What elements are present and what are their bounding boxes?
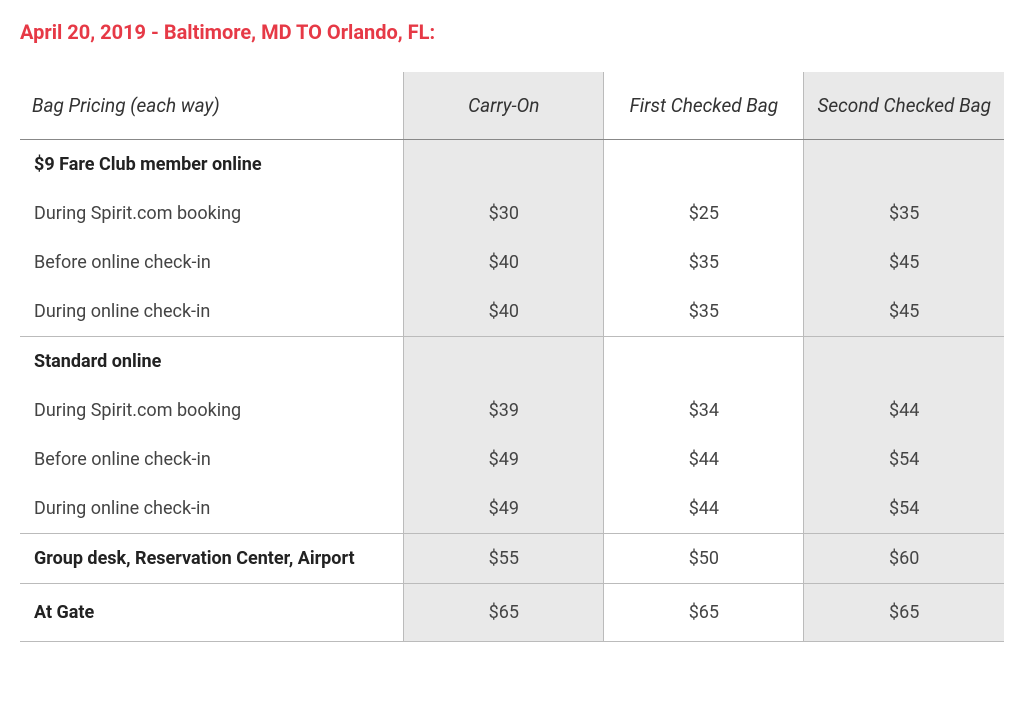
row-label: Before online check-in xyxy=(20,238,404,287)
price-cell: $45 xyxy=(804,238,1004,287)
price-cell: $54 xyxy=(804,435,1004,484)
table-row: During online check-in$40$35$45 xyxy=(20,287,1004,337)
row-label: During online check-in xyxy=(20,287,404,337)
price-cell xyxy=(404,140,604,190)
table-row: Group desk, Reservation Center, Airport$… xyxy=(20,534,1004,584)
price-cell: $49 xyxy=(404,435,604,484)
price-cell: $65 xyxy=(404,584,604,642)
col-header-second-checked: Second Checked Bag xyxy=(804,72,1004,140)
price-cell xyxy=(604,140,804,190)
row-label: At Gate xyxy=(20,584,404,642)
table-row: Standard online xyxy=(20,337,1004,387)
row-label: During Spirit.com booking xyxy=(20,189,404,238)
price-cell: $54 xyxy=(804,484,1004,534)
price-cell: $60 xyxy=(804,534,1004,584)
price-cell: $65 xyxy=(804,584,1004,642)
price-cell: $35 xyxy=(804,189,1004,238)
price-cell: $50 xyxy=(604,534,804,584)
table-row: Before online check-in$49$44$54 xyxy=(20,435,1004,484)
price-cell: $65 xyxy=(604,584,804,642)
price-cell: $45 xyxy=(804,287,1004,337)
col-header-carryon: Carry-On xyxy=(404,72,604,140)
table-row: At Gate$65$65$65 xyxy=(20,584,1004,642)
table-row: During Spirit.com booking$39$34$44 xyxy=(20,386,1004,435)
bag-pricing-table: Bag Pricing (each way) Carry-On First Ch… xyxy=(20,72,1004,642)
price-cell: $44 xyxy=(604,484,804,534)
row-label: $9 Fare Club member online xyxy=(20,140,404,190)
price-cell: $55 xyxy=(404,534,604,584)
price-cell: $30 xyxy=(404,189,604,238)
table-row: $9 Fare Club member online xyxy=(20,140,1004,190)
price-cell: $35 xyxy=(604,238,804,287)
col-header-label: Bag Pricing (each way) xyxy=(20,72,404,140)
price-cell: $44 xyxy=(604,435,804,484)
price-cell: $25 xyxy=(604,189,804,238)
price-cell: $40 xyxy=(404,238,604,287)
price-cell xyxy=(604,337,804,387)
table-row: Before online check-in$40$35$45 xyxy=(20,238,1004,287)
row-label: During online check-in xyxy=(20,484,404,534)
price-cell xyxy=(404,337,604,387)
price-cell xyxy=(804,140,1004,190)
price-cell: $40 xyxy=(404,287,604,337)
row-label: Before online check-in xyxy=(20,435,404,484)
row-label: Standard online xyxy=(20,337,404,387)
table-body: $9 Fare Club member onlineDuring Spirit.… xyxy=(20,140,1004,642)
page-title: April 20, 2019 - Baltimore, MD TO Orland… xyxy=(20,20,1004,44)
table-header-row: Bag Pricing (each way) Carry-On First Ch… xyxy=(20,72,1004,140)
table-row: During Spirit.com booking$30$25$35 xyxy=(20,189,1004,238)
price-cell xyxy=(804,337,1004,387)
price-cell: $49 xyxy=(404,484,604,534)
price-cell: $34 xyxy=(604,386,804,435)
price-cell: $39 xyxy=(404,386,604,435)
row-label: During Spirit.com booking xyxy=(20,386,404,435)
price-cell: $35 xyxy=(604,287,804,337)
row-label: Group desk, Reservation Center, Airport xyxy=(20,534,404,584)
table-row: During online check-in$49$44$54 xyxy=(20,484,1004,534)
price-cell: $44 xyxy=(804,386,1004,435)
col-header-first-checked: First Checked Bag xyxy=(604,72,804,140)
